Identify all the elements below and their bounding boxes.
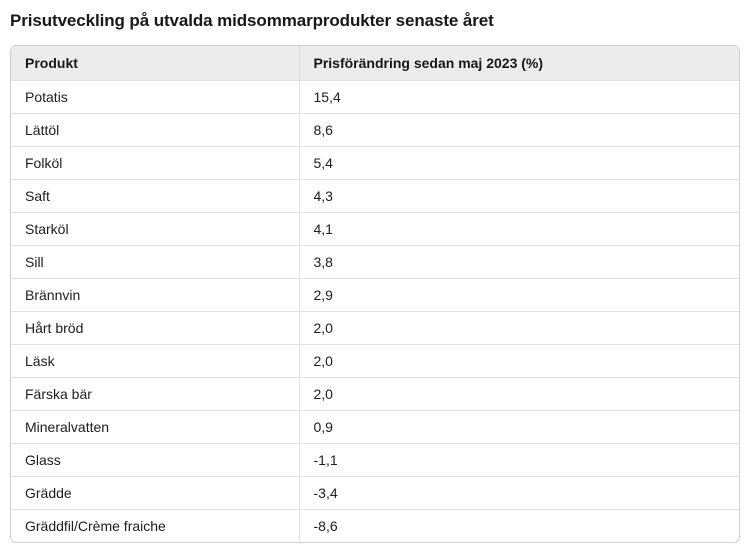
product-cell: Potatis <box>11 79 300 113</box>
product-cell: Folköl <box>11 145 300 179</box>
table-row: Glass -1,1 <box>11 442 739 476</box>
change-cell: -8,6 <box>299 508 739 542</box>
table-row: Folköl 5,4 <box>11 145 739 179</box>
product-cell: Gräddfil/Crème fraiche <box>11 508 300 542</box>
header-cell-product: Produkt <box>11 46 300 80</box>
product-cell: Läsk <box>11 343 300 377</box>
product-cell: Hårt bröd <box>11 310 300 344</box>
change-cell: 5,4 <box>299 145 739 179</box>
product-cell: Mineralvatten <box>11 409 300 443</box>
table-row: Potatis 15,4 <box>11 79 739 113</box>
table-row: Färska bär 2,0 <box>11 376 739 410</box>
header-row: Produkt Prisförändring sedan maj 2023 (%… <box>11 46 739 80</box>
change-cell: 0,9 <box>299 409 739 443</box>
table-row: Starköl 4,1 <box>11 211 739 245</box>
table-row: Brännvin 2,9 <box>11 277 739 311</box>
header-cell-change: Prisförändring sedan maj 2023 (%) <box>299 46 739 80</box>
product-cell: Färska bär <box>11 376 300 410</box>
product-cell: Starköl <box>11 211 300 245</box>
table-row: Hårt bröd 2,0 <box>11 310 739 344</box>
change-cell: 3,8 <box>299 244 739 278</box>
table-body: Potatis 15,4 Lättöl 8,6 Folköl 5,4 Saft … <box>11 79 739 542</box>
change-cell: 8,6 <box>299 112 739 146</box>
table-row: Lättöl 8,6 <box>11 112 739 146</box>
change-cell: 2,0 <box>299 310 739 344</box>
change-cell: -1,1 <box>299 442 739 476</box>
change-cell: 4,1 <box>299 211 739 245</box>
product-cell: Sill <box>11 244 300 278</box>
product-cell: Grädde <box>11 475 300 509</box>
product-cell: Lättöl <box>11 112 300 146</box>
table-row: Saft 4,3 <box>11 178 739 212</box>
price-table-container: Produkt Prisförändring sedan maj 2023 (%… <box>10 45 740 543</box>
table-header: Produkt Prisförändring sedan maj 2023 (%… <box>11 46 739 80</box>
change-cell: 2,9 <box>299 277 739 311</box>
change-cell: -3,4 <box>299 475 739 509</box>
change-cell: 15,4 <box>299 79 739 113</box>
product-cell: Saft <box>11 178 300 212</box>
change-cell: 2,0 <box>299 376 739 410</box>
table-row: Läsk 2,0 <box>11 343 739 377</box>
change-cell: 4,3 <box>299 178 739 212</box>
table-row: Grädde -3,4 <box>11 475 739 509</box>
table-row: Sill 3,8 <box>11 244 739 278</box>
product-cell: Glass <box>11 442 300 476</box>
price-table: Produkt Prisförändring sedan maj 2023 (%… <box>11 46 739 542</box>
table-row: Gräddfil/Crème fraiche -8,6 <box>11 508 739 542</box>
table-row: Mineralvatten 0,9 <box>11 409 739 443</box>
product-cell: Brännvin <box>11 277 300 311</box>
page-title: Prisutveckling på utvalda midsommarprodu… <box>10 11 494 30</box>
change-cell: 2,0 <box>299 343 739 377</box>
